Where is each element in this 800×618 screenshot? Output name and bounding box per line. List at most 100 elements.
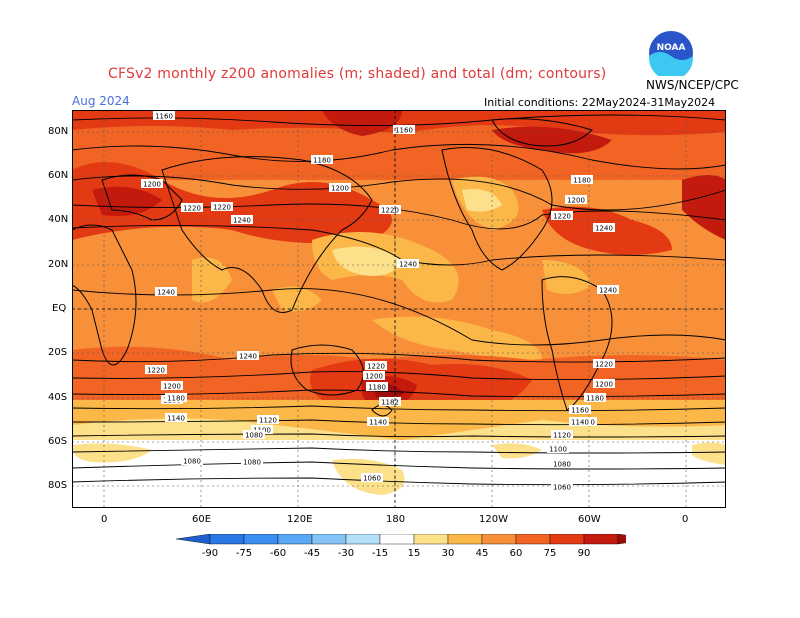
colorbar-swatch (583, 534, 619, 545)
contour-label-bg (551, 211, 573, 220)
contour-label-bg (241, 457, 263, 466)
colorbar-swatch (311, 534, 347, 545)
contour-label: 1240 (595, 225, 613, 233)
colorbar-label: 15 (408, 548, 421, 559)
contour-label-bg (161, 381, 183, 390)
source-label: NWS/NCEP/CPC (646, 78, 739, 92)
colorbar-label: -90 (202, 548, 218, 559)
contour-label: 1220 (213, 204, 231, 212)
colorbar-swatch (617, 534, 626, 545)
lon-label: 120W (479, 514, 508, 525)
contour-label: 1140 (571, 419, 589, 427)
colorbar-swatch (549, 534, 585, 545)
contour-label-bg (211, 202, 233, 211)
contour-label-bg (593, 379, 615, 388)
contour-label: 1120 (259, 417, 277, 425)
contour-label-bg (597, 285, 619, 294)
lat-label: 40S (48, 392, 68, 403)
contour-label: 1220 (595, 361, 613, 369)
contour-label-bg (569, 417, 591, 426)
contour-label-bg (379, 205, 401, 214)
contour-label: 1200 (331, 185, 349, 193)
contour-label-bg (165, 393, 187, 402)
contour-label-bg (365, 361, 387, 370)
contour-label-bg (593, 359, 615, 368)
contour-label-bg (393, 125, 415, 134)
contour-label: 1200 (365, 373, 383, 381)
lat-label: 20S (48, 347, 68, 358)
contour-label: 1240 (239, 353, 257, 361)
contour-label-bg (181, 203, 203, 212)
contour-label-bg (311, 155, 333, 164)
contour-label-bg (145, 365, 167, 374)
contour-label-bg (165, 413, 187, 422)
colorbar-swatch (447, 534, 483, 545)
contour-label: 1180 (313, 157, 331, 165)
lat-label: 40N (48, 214, 69, 225)
contour-label-bg (181, 456, 203, 465)
lat-label: EQ (52, 303, 67, 314)
contour-label-bg (155, 287, 177, 296)
contour-label: 1220 (147, 367, 165, 375)
contour-label-bg (329, 183, 351, 192)
contour-label-bg (593, 223, 615, 232)
contour-label: 1160 (155, 113, 173, 121)
colorbar-swatch (209, 534, 245, 545)
lon-label: 0 (682, 514, 689, 525)
colorbar-swatch (345, 534, 381, 545)
contour-label: 1080 (553, 461, 571, 469)
contour-label-bg (565, 195, 587, 204)
contour-label: 1080 (245, 432, 263, 440)
contour-label-bg (237, 351, 259, 360)
colorbar-label: -45 (304, 548, 320, 559)
contour-label-bg (551, 459, 573, 468)
contour-label-bg (551, 430, 573, 439)
contour-label: 1180 (368, 384, 386, 392)
map-frame (72, 110, 726, 508)
contour-label-bg (367, 417, 389, 426)
contour-label: 1120 (553, 432, 571, 440)
contour-label-bg (379, 397, 401, 406)
contour-label: 1180 (586, 395, 604, 403)
lat-label: 60S (48, 436, 68, 447)
colorbar-swatch (379, 534, 415, 545)
contour-label: 1180 (167, 395, 185, 403)
contour-label-bg (361, 473, 383, 482)
contour-label: 1080 (183, 458, 201, 466)
contour-label-bg (243, 430, 265, 439)
contour-label-bg (366, 382, 388, 391)
contour-label: 1060 (553, 484, 571, 492)
contour-label: 1180 (573, 177, 591, 185)
initial-conditions-label: Initial conditions: 22May2024-31May2024 (484, 96, 716, 109)
noaa-logo-icon: NOAA (649, 31, 693, 76)
colorbar-label: -15 (372, 548, 388, 559)
contour-label: 1080 (243, 459, 261, 467)
colorbar-label: 90 (578, 548, 591, 559)
contour-label: 1182 (381, 399, 399, 407)
contour-label-bg (363, 371, 385, 380)
lat-label: 60N (48, 170, 69, 181)
contour-label-bg (569, 405, 591, 414)
lat-label: 80N (48, 126, 69, 137)
colorbar-label: -75 (236, 548, 252, 559)
chart-title: CFSv2 monthly z200 anomalies (m; shaded)… (108, 66, 607, 82)
lon-label: 60W (578, 514, 601, 525)
contour-label-bg (141, 179, 163, 188)
contour-label-bg (551, 482, 573, 491)
contour-label: 1160 (395, 127, 413, 135)
contour-label: 1100 (549, 446, 567, 454)
contour-label: 1160 (571, 407, 589, 415)
lon-label: 60E (192, 514, 212, 525)
colorbar-swatch (176, 534, 211, 545)
contour-label: 1220 (553, 213, 571, 221)
contour-label-bg (397, 259, 419, 268)
colorbar-swatch (481, 534, 517, 545)
colorbar-label: 45 (476, 548, 489, 559)
contour-label: 1140 (167, 415, 185, 423)
colorbar-label: 75 (544, 548, 557, 559)
contour-label: 1220 (381, 207, 399, 215)
contour-label: 1240 (399, 261, 417, 269)
logo-text: NOAA (657, 43, 686, 53)
